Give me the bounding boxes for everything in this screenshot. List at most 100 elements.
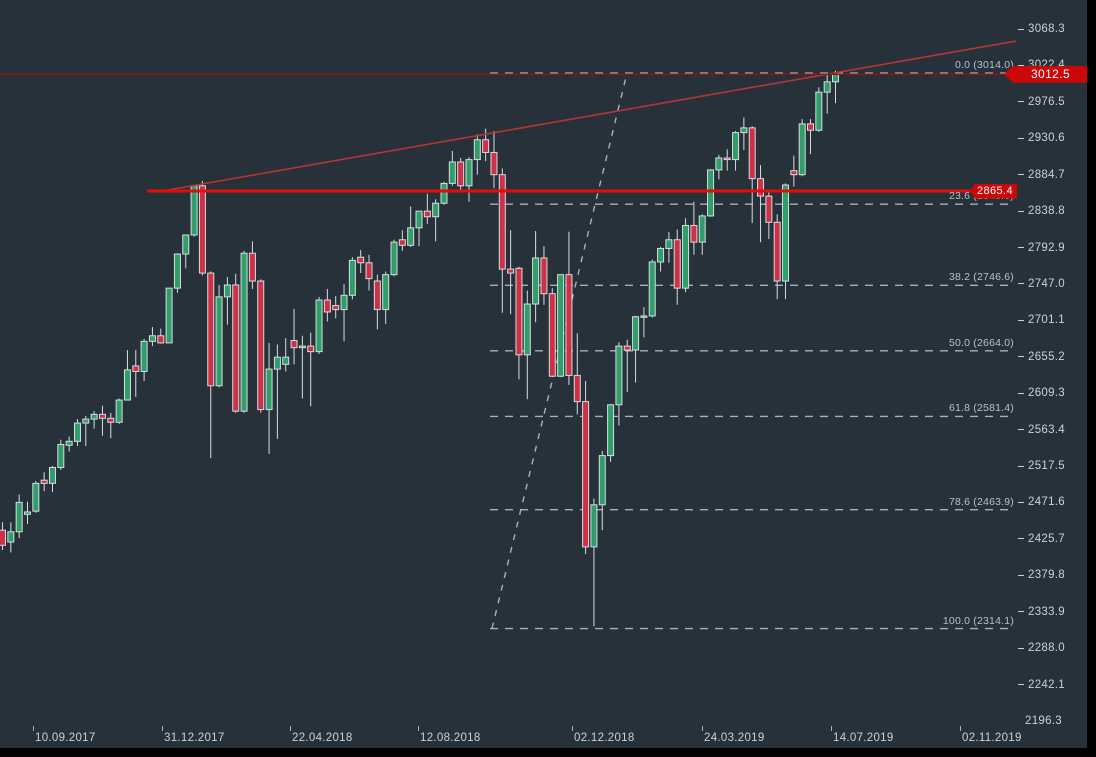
ray-price-badge-label: 2865.4 <box>976 185 1014 198</box>
candle-body-up <box>15 501 23 533</box>
candle-body-down <box>357 256 365 264</box>
candle-body-up <box>440 182 448 204</box>
candle-body-down <box>757 178 765 197</box>
candle-body-down <box>257 280 265 411</box>
candle-body-up <box>173 253 181 289</box>
candle-body-down <box>157 335 165 344</box>
candle-body-up <box>315 299 323 353</box>
candle-body-down <box>457 161 465 187</box>
candle-body-up <box>815 91 823 131</box>
candle-body-down <box>332 305 340 311</box>
candle-body-up <box>65 440 73 446</box>
candle-body-down <box>807 123 815 131</box>
candle-body-up <box>607 404 615 457</box>
candle-body-up <box>590 504 598 548</box>
candle-body-up <box>432 202 440 218</box>
candle-body-down <box>98 413 106 419</box>
candle-body-up <box>473 139 481 161</box>
candle-body-up <box>532 257 540 305</box>
candle-body-up <box>648 261 656 317</box>
candle-body-down <box>673 239 681 289</box>
candle-body-up <box>523 303 531 356</box>
candle-body-down <box>0 529 6 546</box>
candle-body-down <box>490 151 498 176</box>
candle-body-up <box>265 368 273 411</box>
trendline[interactable] <box>167 40 1017 191</box>
candle-body-up <box>557 274 565 377</box>
candle-body-up <box>632 316 640 351</box>
candle-body-down <box>773 221 781 282</box>
fib-diagonal-line[interactable] <box>491 72 628 629</box>
candle-body-up <box>340 294 348 311</box>
candle-body-up <box>32 482 40 512</box>
candle-body-up <box>832 73 839 83</box>
candle-body-down <box>40 479 48 484</box>
candle-body-down <box>290 340 298 349</box>
candle-body-up <box>23 511 31 515</box>
candle-body-up <box>182 234 190 255</box>
current-price-badge: 3012.5 <box>1004 65 1090 83</box>
candle-body-down <box>132 365 140 372</box>
candle-body-down <box>248 252 256 282</box>
candle-body-up <box>682 224 690 289</box>
candle-body-down <box>207 272 215 387</box>
candle-body-down <box>498 174 506 270</box>
candle-body-up <box>715 157 723 171</box>
candle-body-up <box>707 169 715 217</box>
candle-body-down <box>107 417 115 423</box>
candle-body-down <box>573 374 581 403</box>
candle-body-up <box>823 81 831 93</box>
window-bottom-border <box>0 748 1096 757</box>
candle-body-up <box>382 274 390 311</box>
window-right-border <box>1087 0 1096 757</box>
candle-body-up <box>348 259 356 296</box>
candle-body-up <box>123 369 131 401</box>
candle-body-up <box>215 296 223 387</box>
candle-body-down <box>765 195 773 223</box>
candle-body-up <box>90 413 98 420</box>
candle-body-up <box>165 287 173 344</box>
candle-body-down <box>582 401 590 548</box>
candle-body-up <box>640 315 648 318</box>
candle-body-down <box>623 345 631 351</box>
candle-body-up <box>190 185 198 236</box>
candle-body-down <box>365 262 373 280</box>
candle-body-up <box>82 418 90 424</box>
candle-body-up <box>140 340 148 372</box>
candle-body-down <box>482 139 490 153</box>
candle-body-up <box>223 284 231 298</box>
candle-body-down <box>507 268 515 274</box>
candle-body-up <box>782 184 790 282</box>
current-price-badge-label: 3012.5 <box>1030 67 1071 82</box>
candle-body-up <box>698 215 706 243</box>
candle-body-up <box>115 399 123 423</box>
candle-body-up <box>298 345 306 349</box>
candle-body-down <box>565 274 573 376</box>
candle-body-up <box>465 159 473 187</box>
drawing-tools[interactable] <box>0 40 1017 193</box>
candle-body-up <box>415 210 423 229</box>
candle-body-down <box>515 267 523 356</box>
candle-body-down <box>198 185 206 274</box>
candle-body-up <box>282 356 290 365</box>
candle-body-up <box>48 466 56 484</box>
candle-body-up <box>240 252 248 412</box>
candle-body-up <box>740 127 748 134</box>
candle-body-up <box>73 422 81 442</box>
candle-body-down <box>232 284 240 412</box>
candle-body-up <box>798 123 806 176</box>
candle-body-down <box>373 280 381 311</box>
candle-body-down <box>748 127 756 180</box>
ray-price-badge: 2865.4 <box>970 183 1017 199</box>
candle-body-down <box>398 239 406 246</box>
candle-body-up <box>148 335 156 342</box>
candle-body-up <box>7 531 15 543</box>
candle-body-up <box>657 247 665 263</box>
candle-body-up <box>732 132 740 161</box>
candle-body-up <box>448 161 456 184</box>
candle-body-down <box>323 299 331 313</box>
candle-body-down <box>690 224 698 243</box>
candle-body-down <box>790 170 798 176</box>
